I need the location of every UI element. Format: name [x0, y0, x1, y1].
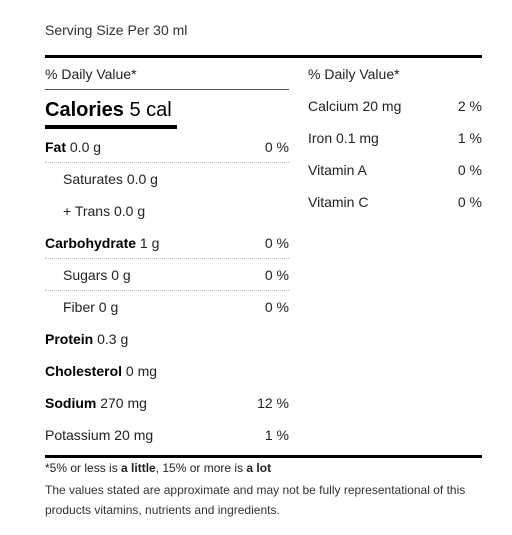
- nutrient-percent: 0 %: [264, 139, 289, 155]
- footnote-prefix: *5% or less is: [45, 461, 122, 475]
- vitamin-row-vitamin-a: Vitamin A 0 %: [308, 154, 482, 186]
- nutrient-amount: 0.3 g: [93, 331, 129, 347]
- vitamin-row-iron: Iron 0.1 mg 1 %: [308, 122, 482, 154]
- nutrient-amount: 0.0 g: [66, 139, 102, 155]
- vitamin-name: Calcium 20 mg: [308, 98, 402, 114]
- bottom-divider: [45, 455, 482, 458]
- footnote-middle: , 15% or more is: [155, 461, 247, 475]
- footnote-little: a little: [121, 461, 156, 475]
- nutrient-bold-label: Carbohydrate: [45, 235, 137, 251]
- nutrient-percent: 12 %: [257, 395, 289, 411]
- nutrient-name: Saturates 0.0 g: [63, 171, 158, 187]
- nutrient-amount: 1 g: [136, 235, 160, 251]
- vitamin-percent: 2 %: [457, 98, 482, 114]
- nutrient-row-sugars: Sugars 0 g 0 %: [45, 259, 289, 291]
- nutrient-percent: 0 %: [264, 267, 289, 283]
- nutrient-row-potassium: Potassium 20 mg 1 %: [45, 419, 289, 451]
- disclaimer: The values stated are approximate and ma…: [45, 483, 466, 517]
- nutrient-name: Sugars 0 g: [63, 267, 131, 283]
- nutrient-bold-label: Cholesterol: [45, 363, 123, 379]
- nutrient-percent: 1 %: [264, 427, 289, 443]
- nutrient-name: Potassium 20 mg: [45, 427, 154, 443]
- nutrient-row-protein: Protein 0.3 g: [45, 323, 289, 355]
- nutrient-amount: 0 mg: [122, 363, 158, 379]
- vitamin-percent: 0 %: [457, 162, 482, 178]
- nutrient-name: Protein 0.3 g: [45, 323, 128, 355]
- right-column: % Daily Value* Calcium 20 mg 2 % Iron 0.…: [308, 58, 482, 218]
- calories-text: Calories 5 cal: [45, 99, 172, 122]
- nutrient-name: + Trans 0.0 g: [63, 203, 146, 219]
- calories-underline: [45, 125, 177, 129]
- nutrient-row-carbohydrate: Carbohydrate 1 g 0 %: [45, 227, 289, 259]
- left-column: % Daily Value* Calories 5 cal Fat 0.0 g …: [45, 58, 289, 451]
- nutrient-bold-label: Protein: [45, 331, 94, 347]
- daily-value-header-right: % Daily Value*: [308, 66, 400, 82]
- nutrient-row-saturates: Saturates 0.0 g: [45, 163, 289, 195]
- footnote: *5% or less is a little, 15% or more is …: [45, 461, 271, 475]
- nutrient-row-trans: + Trans 0.0 g: [45, 195, 289, 227]
- vitamin-percent: 0 %: [457, 194, 482, 210]
- nutrient-percent: 0 %: [264, 235, 289, 251]
- vitamin-name: Vitamin C: [308, 194, 369, 210]
- vitamin-name: Iron 0.1 mg: [308, 130, 379, 146]
- calories-label: Calories: [45, 99, 124, 121]
- footnote-lot: a lot: [246, 461, 272, 475]
- nutrient-name: Cholesterol 0 mg: [45, 355, 157, 387]
- vitamin-row-vitamin-c: Vitamin C 0 %: [308, 186, 482, 218]
- nutrient-bold-label: Sodium: [45, 395, 97, 411]
- nutrient-percent: 0 %: [264, 299, 289, 315]
- nutrient-row-fat: Fat 0.0 g 0 %: [45, 131, 289, 163]
- calories-row: Calories 5 cal: [45, 90, 289, 131]
- nutrient-row-cholesterol: Cholesterol 0 mg: [45, 355, 289, 387]
- calories-value: 5 cal: [129, 99, 172, 121]
- nutrient-name: Carbohydrate 1 g: [45, 227, 159, 259]
- nutrient-bold-label: Fat: [45, 139, 66, 155]
- vitamin-name: Vitamin A: [308, 162, 367, 178]
- nutrient-row-sodium: Sodium 270 mg 12 %: [45, 387, 289, 419]
- nutrient-name: Fiber 0 g: [63, 299, 119, 315]
- nutrient-name: Sodium 270 mg: [45, 387, 147, 419]
- vitamin-row-calcium: Calcium 20 mg 2 %: [308, 90, 482, 122]
- daily-value-header-left: % Daily Value*: [45, 58, 289, 90]
- vitamin-percent: 1 %: [457, 130, 482, 146]
- serving-size: Serving Size Per 30 ml: [45, 22, 188, 38]
- nutrient-row-fiber: Fiber 0 g 0 %: [45, 291, 289, 323]
- top-divider: [45, 55, 482, 58]
- nutrient-amount: 270 mg: [96, 395, 147, 411]
- nutrient-name: Fat 0.0 g: [45, 131, 101, 163]
